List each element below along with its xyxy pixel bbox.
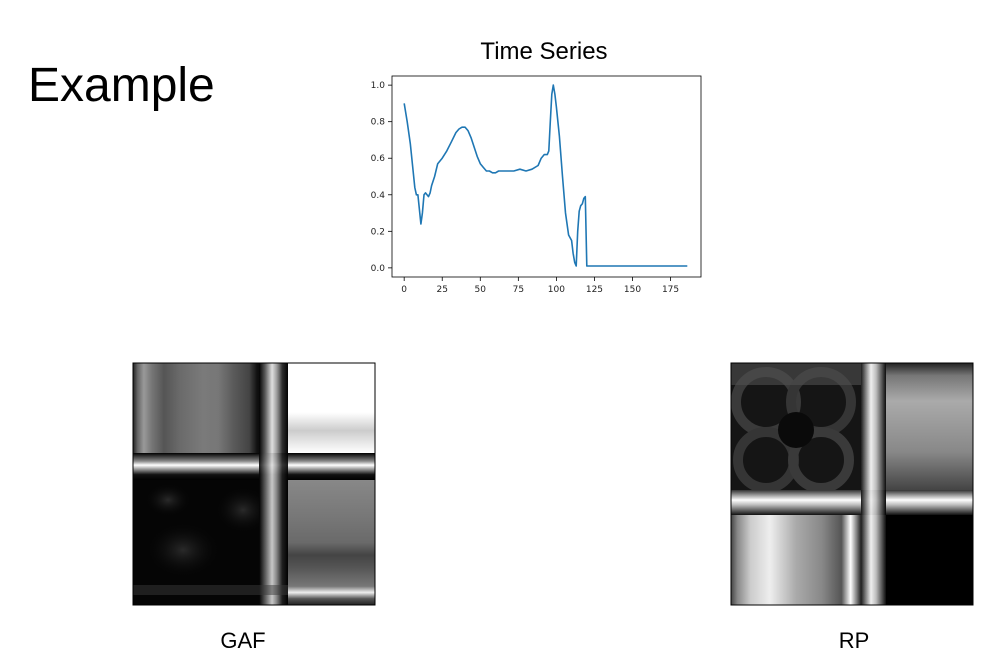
chart-title: Time Series: [480, 38, 608, 65]
y-tick-label: 0.8: [371, 118, 386, 128]
x-tick-label: 50: [475, 285, 487, 295]
x-tick-label: 25: [437, 285, 448, 295]
x-tick-label: 125: [586, 285, 603, 295]
y-tick-label: 0.0: [371, 264, 386, 274]
rp-caption: RP: [838, 628, 870, 653]
tick-layer: 0 25 50 75 100 125 150 175 0.0 0.2 0.4 0.6 0.8 1.0: [371, 81, 679, 295]
y-tick-label: 0.2: [371, 227, 385, 237]
time-series-chart: 0 25 50 75 100 125 150 175 0.0 0.2 0.4 0.6 0.8 1.0: [371, 75, 702, 295]
x-tick-label: 175: [662, 285, 679, 295]
plot-frame: [391, 75, 702, 278]
gaf-image: [132, 362, 376, 606]
y-tick-label: 1.0: [371, 81, 386, 91]
y-tick-label: 0.6: [371, 154, 386, 164]
series-line: [403, 84, 688, 267]
gaf-caption: GAF: [220, 628, 266, 653]
x-tick-label: 100: [548, 285, 565, 295]
x-tick-label: 0: [401, 285, 407, 295]
rp-image: [730, 362, 974, 606]
x-tick-label: 150: [624, 285, 641, 295]
x-tick-label: 75: [513, 285, 524, 295]
slide-title: Example: [28, 59, 215, 112]
y-tick-label: 0.4: [371, 191, 386, 201]
